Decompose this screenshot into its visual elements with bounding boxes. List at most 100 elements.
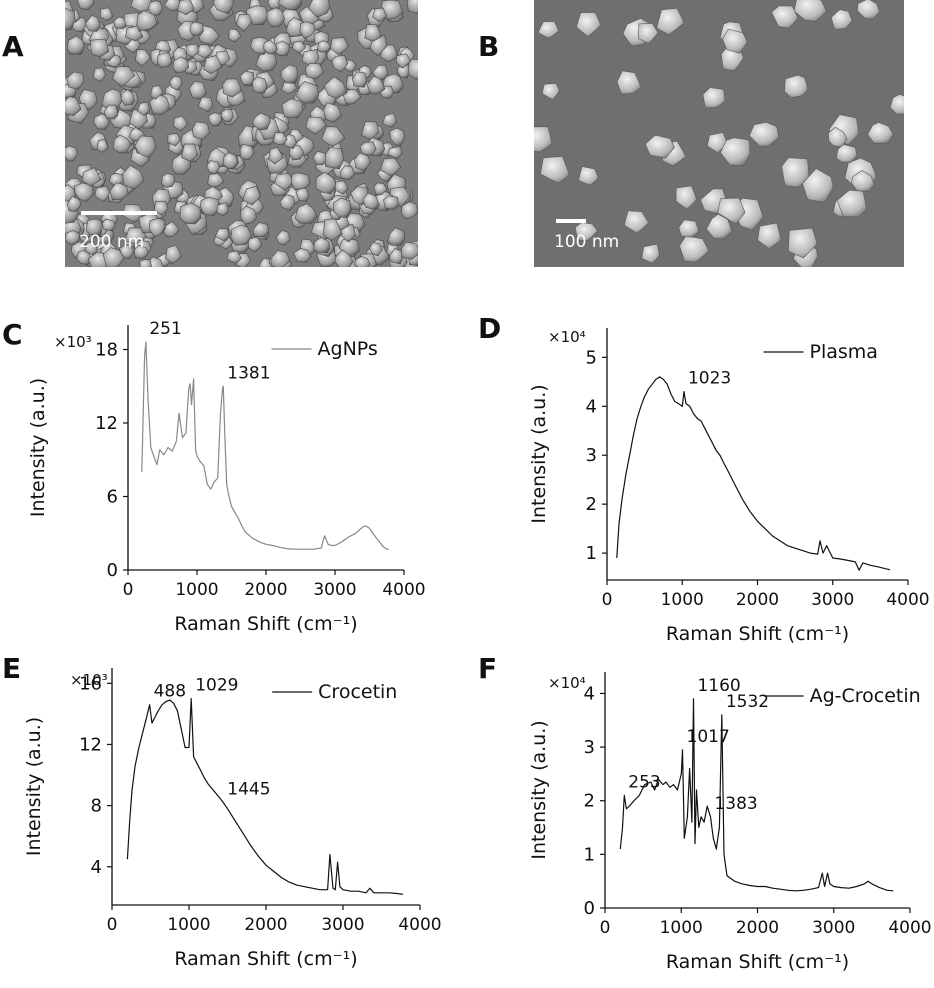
nanoparticle <box>576 12 602 38</box>
y-axis-label: Intensity (a.u.) <box>528 720 550 859</box>
nanoparticle <box>222 78 243 98</box>
nanoparticle <box>856 0 881 20</box>
sem-image-crocetin-particles: 100 nm <box>534 0 904 267</box>
nanoparticle <box>165 244 182 265</box>
x-tick-label: 3000 <box>313 580 356 600</box>
legend-label: AgNPs <box>318 338 378 360</box>
nanoparticle <box>92 67 107 83</box>
peak-label: 1029 <box>195 676 238 696</box>
peak-label: 1381 <box>227 363 270 383</box>
nanoparticle <box>191 121 211 141</box>
nanoparticle <box>197 96 214 113</box>
series-line <box>126 697 404 895</box>
y-tick-label: 8 <box>91 796 102 817</box>
nanoparticle <box>134 244 149 259</box>
nanoparticle <box>66 71 85 90</box>
nanoparticle <box>172 56 190 74</box>
panel-label-c: C <box>2 318 23 351</box>
nanoparticle <box>181 143 199 163</box>
nanoparticle <box>387 227 405 246</box>
nanoparticle <box>867 122 894 144</box>
nanoparticle <box>93 113 110 130</box>
nanoparticle <box>274 172 294 191</box>
sem-texture <box>534 0 904 267</box>
nanoparticle <box>781 157 810 188</box>
nanoparticle <box>262 39 278 55</box>
nanoparticle <box>214 227 230 242</box>
nanoparticle <box>173 115 189 132</box>
nanoparticle <box>136 101 150 116</box>
nanoparticle <box>255 50 277 72</box>
nanoparticle <box>230 224 253 246</box>
panel-label-f: F <box>478 652 498 685</box>
x-tick-label: 0 <box>123 580 134 600</box>
nanoparticle <box>200 196 220 217</box>
nanoparticle <box>534 126 553 153</box>
nanoparticle <box>206 160 220 175</box>
nanoparticle <box>99 7 114 22</box>
nanoparticle <box>290 172 311 191</box>
nanoparticle <box>177 0 195 16</box>
peak-label: 1383 <box>714 794 757 814</box>
nanoparticle <box>240 205 257 225</box>
nanoparticle <box>76 0 95 11</box>
nanoparticle <box>339 165 355 180</box>
nanoparticle <box>242 185 262 206</box>
nanoparticle <box>889 93 904 115</box>
nanoparticle <box>220 108 234 123</box>
panel-label-e: E <box>2 652 22 685</box>
y-tick-label: 6 <box>107 487 118 508</box>
nanoparticle <box>305 62 325 80</box>
x-tick-label: 0 <box>107 915 118 935</box>
x-tick-label: 2000 <box>244 580 287 600</box>
x-tick-label: 4000 <box>398 915 441 935</box>
nanoparticle <box>280 64 299 84</box>
nanoparticle <box>135 49 151 67</box>
nanoparticle <box>323 218 343 242</box>
nanoparticle <box>383 195 399 210</box>
nanoparticle <box>316 40 332 53</box>
nanoparticle <box>354 152 371 171</box>
nanoparticle <box>354 256 371 267</box>
peak-label: 1532 <box>726 692 769 712</box>
nanoparticle <box>334 249 354 267</box>
nanoparticle <box>679 235 710 263</box>
nanoparticle <box>623 210 650 234</box>
nanoparticle <box>702 87 726 109</box>
nanoparticle <box>246 5 270 26</box>
chart-f: 0 1000 2000 3000 4000 0 1 2 3 4×10⁴ Raman Shift (c… <box>528 672 932 973</box>
nanoparticle <box>748 121 780 147</box>
nanoparticle <box>66 35 85 55</box>
nanoparticle <box>66 195 82 212</box>
nanoparticle <box>292 40 307 54</box>
nanoparticle <box>331 54 349 73</box>
nanoparticle <box>382 112 398 128</box>
nanoparticle <box>380 0 404 21</box>
nanoparticle <box>65 229 80 245</box>
x-tick-label: 3000 <box>812 918 855 938</box>
x-tick-label: 1000 <box>167 915 210 935</box>
nanoparticle <box>188 81 207 100</box>
nanoparticle <box>84 241 99 256</box>
peak-label: 1023 <box>688 369 731 389</box>
nanoparticle <box>638 22 659 44</box>
nanoparticle <box>380 157 402 177</box>
series-line <box>616 376 891 571</box>
nanoparticle <box>147 0 163 16</box>
nanoparticle <box>656 7 685 36</box>
y-tick-label: 18 <box>95 340 118 361</box>
nanoparticle <box>277 0 303 11</box>
nanoparticle <box>272 132 288 146</box>
nanoparticle <box>266 7 286 28</box>
nanoparticle <box>270 250 291 267</box>
series-line <box>619 698 894 892</box>
nanoparticle <box>216 202 229 216</box>
y-tick-label: 0 <box>107 560 118 581</box>
nanoparticle <box>294 203 318 224</box>
nanoparticle <box>251 112 271 131</box>
nanoparticle <box>321 126 346 148</box>
panel-label-a: A <box>2 30 24 63</box>
nanoparticle <box>212 0 234 15</box>
peak-label: 251 <box>149 319 181 339</box>
nanoparticle <box>720 137 751 166</box>
